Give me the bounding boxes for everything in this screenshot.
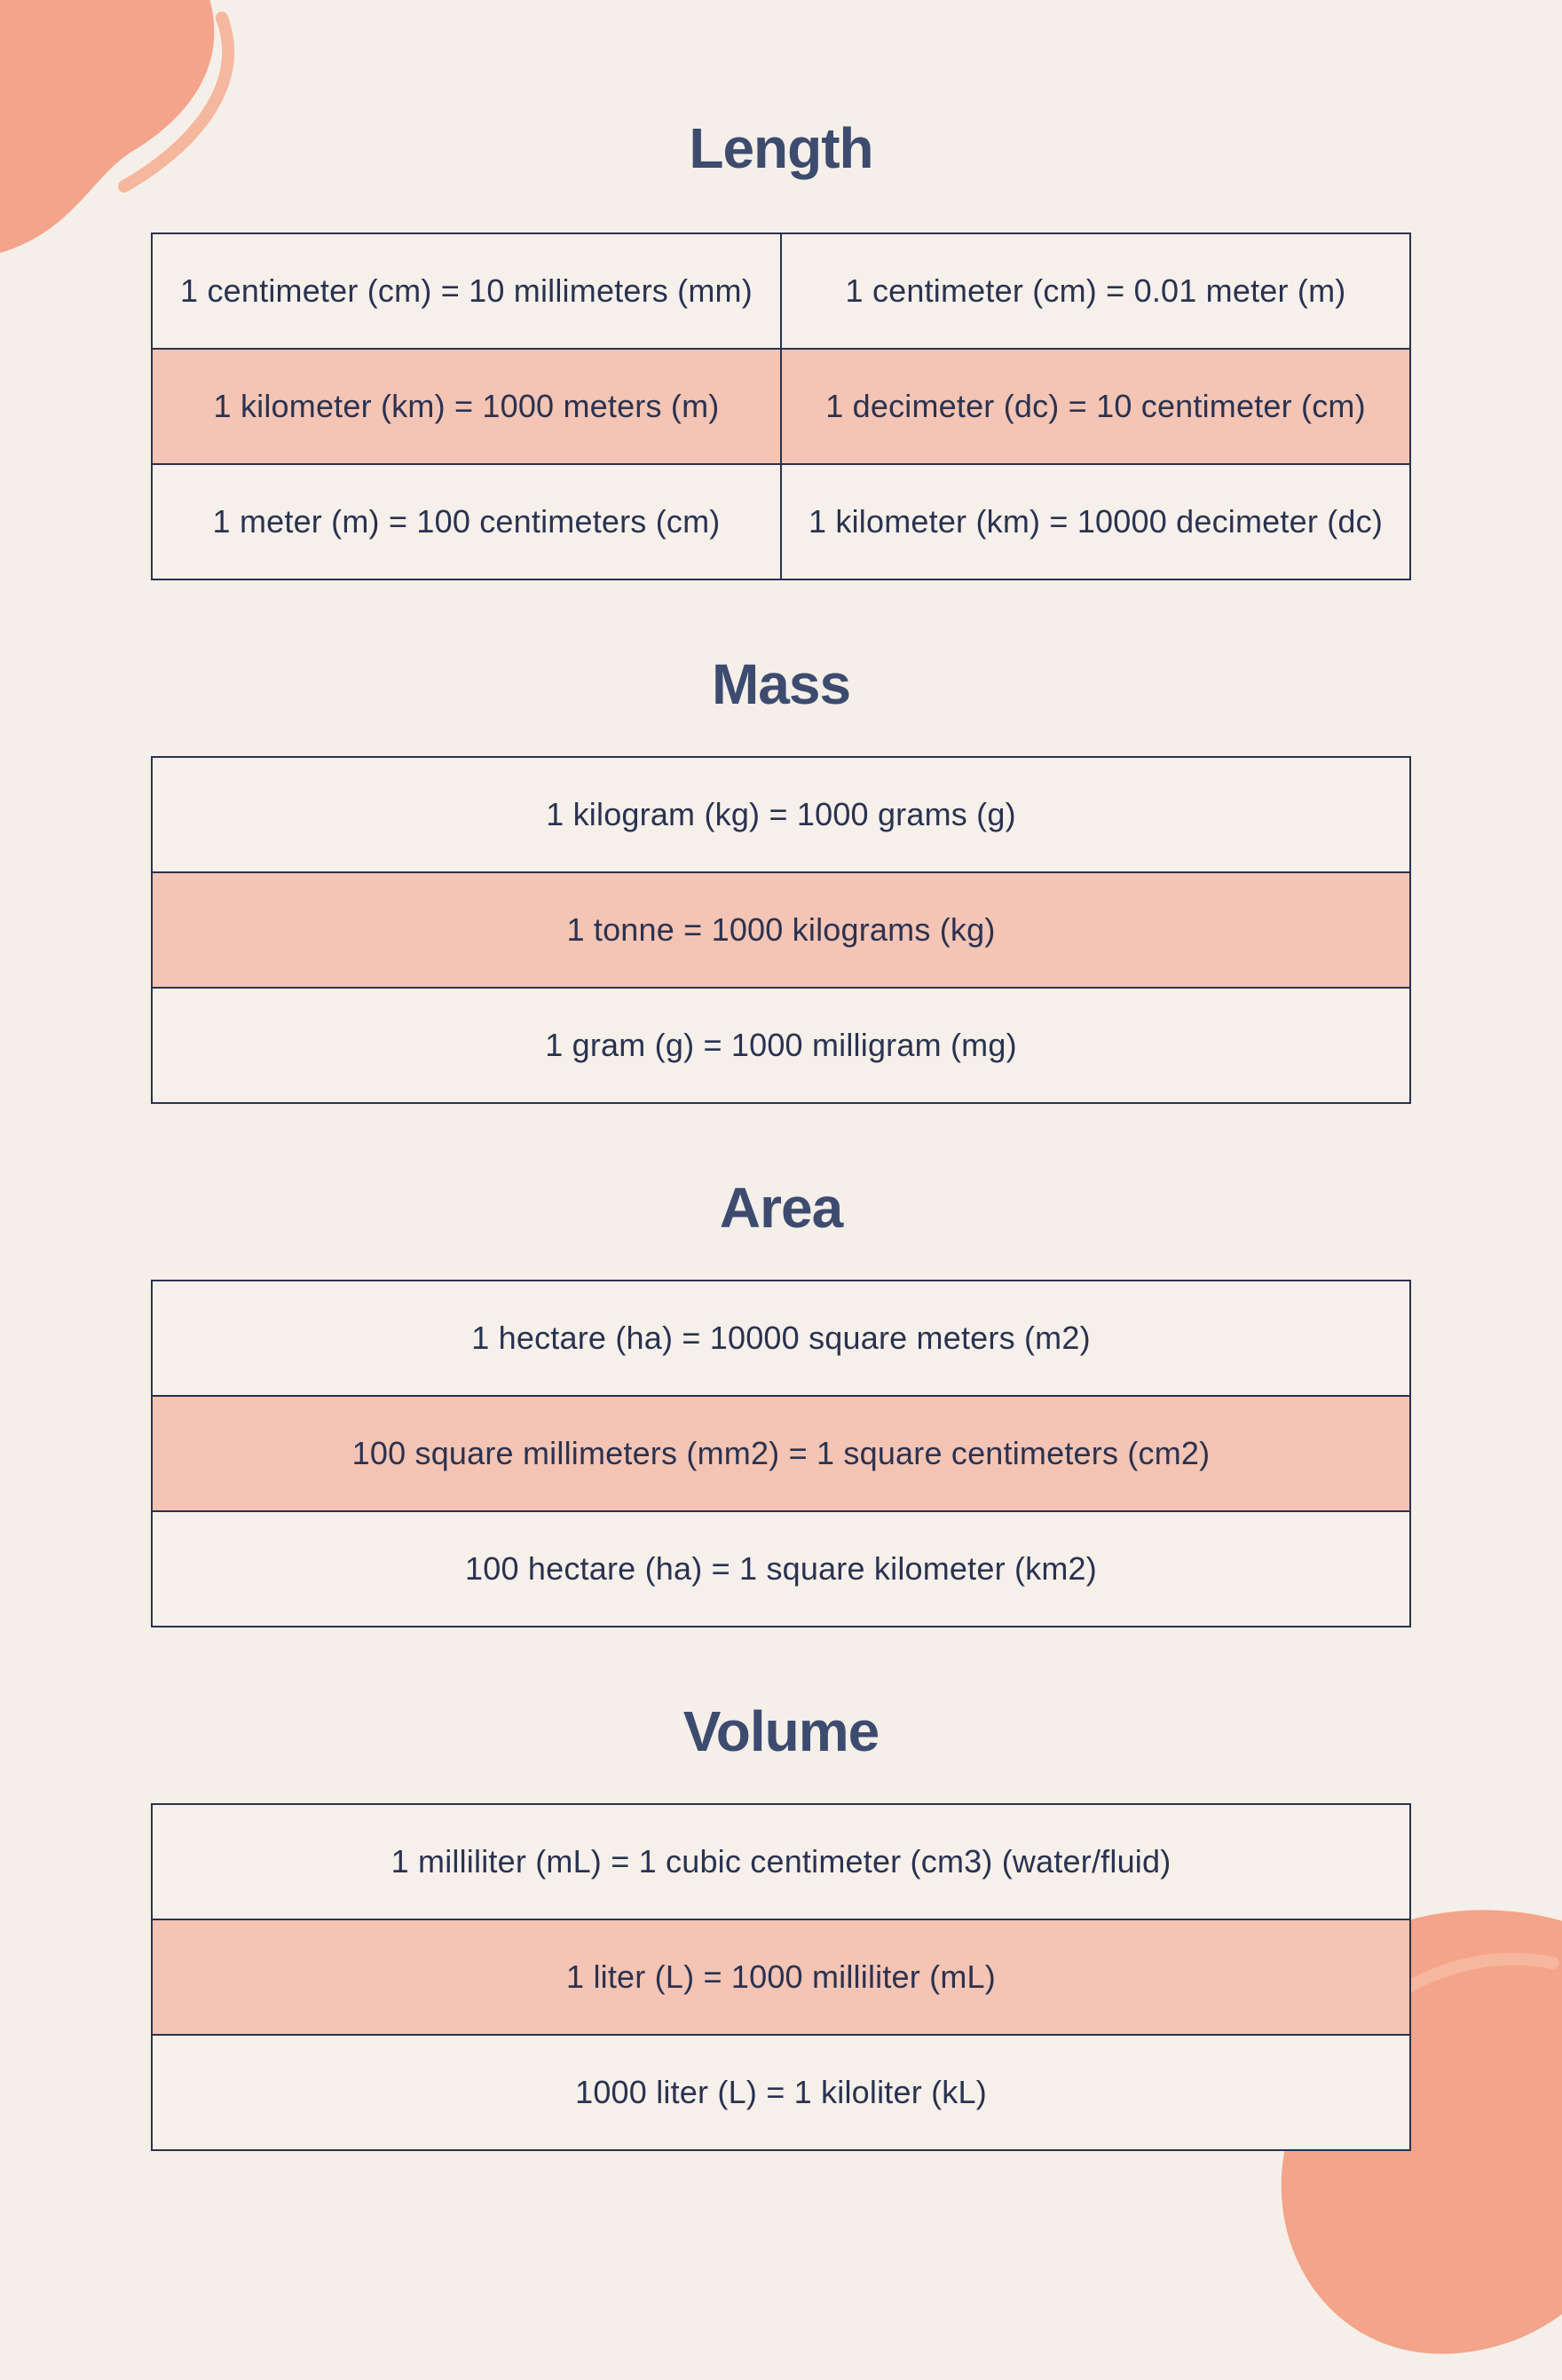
table-cell: 1 tonne = 1000 kilograms (kg) (152, 872, 1410, 988)
table-row: 1 hectare (ha) = 10000 square meters (m2… (152, 1281, 1410, 1396)
table-cell: 1 decimeter (dc) = 10 centimeter (cm) (781, 349, 1410, 464)
table-cell: 1 meter (m) = 100 centimeters (cm) (152, 464, 781, 579)
table-row: 100 hectare (ha) = 1 square kilometer (k… (152, 1511, 1410, 1627)
length-table: 1 centimeter (cm) = 10 millimeters (mm) … (151, 232, 1411, 580)
table-cell: 1000 liter (L) = 1 kiloliter (kL) (152, 2035, 1410, 2150)
table-row: 1 kilogram (kg) = 1000 grams (g) (152, 757, 1410, 872)
area-table: 1 hectare (ha) = 10000 square meters (m2… (151, 1280, 1411, 1627)
table-row: 100 square millimeters (mm2) = 1 square … (152, 1396, 1410, 1511)
section-title-mass: Mass (151, 651, 1411, 717)
table-row: 1000 liter (L) = 1 kiloliter (kL) (152, 2035, 1410, 2150)
table-cell: 1 kilogram (kg) = 1000 grams (g) (152, 757, 1410, 872)
table-cell: 1 milliliter (mL) = 1 cubic centimeter (… (152, 1804, 1410, 1919)
table-cell: 1 liter (L) = 1000 milliliter (mL) (152, 1919, 1410, 2035)
section-title-length: Length (151, 115, 1411, 181)
mass-table: 1 kilogram (kg) = 1000 grams (g) 1 tonne… (151, 756, 1411, 1104)
table-cell: 1 hectare (ha) = 10000 square meters (m2… (152, 1281, 1410, 1396)
table-row: 1 gram (g) = 1000 milligram (mg) (152, 988, 1410, 1103)
table-cell: 1 centimeter (cm) = 0.01 meter (m) (781, 233, 1410, 349)
table-row: 1 meter (m) = 100 centimeters (cm) 1 kil… (152, 464, 1410, 579)
table-cell: 1 kilometer (km) = 10000 decimeter (dc) (781, 464, 1410, 579)
section-title-area: Area (151, 1175, 1411, 1241)
table-cell: 100 hectare (ha) = 1 square kilometer (k… (152, 1511, 1410, 1627)
table-cell: 1 gram (g) = 1000 milligram (mg) (152, 988, 1410, 1103)
section-title-volume: Volume (151, 1698, 1411, 1764)
table-row: 1 kilometer (km) = 1000 meters (m) 1 dec… (152, 349, 1410, 464)
table-row: 1 tonne = 1000 kilograms (kg) (152, 872, 1410, 988)
content-area: Length 1 centimeter (cm) = 10 millimeter… (0, 0, 1562, 2258)
table-cell: 1 centimeter (cm) = 10 millimeters (mm) (152, 233, 781, 349)
table-row: 1 milliliter (mL) = 1 cubic centimeter (… (152, 1804, 1410, 1919)
volume-table: 1 milliliter (mL) = 1 cubic centimeter (… (151, 1803, 1411, 2151)
table-cell: 100 square millimeters (mm2) = 1 square … (152, 1396, 1410, 1511)
table-row: 1 centimeter (cm) = 10 millimeters (mm) … (152, 233, 1410, 349)
table-cell: 1 kilometer (km) = 1000 meters (m) (152, 349, 781, 464)
table-row: 1 liter (L) = 1000 milliliter (mL) (152, 1919, 1410, 2035)
